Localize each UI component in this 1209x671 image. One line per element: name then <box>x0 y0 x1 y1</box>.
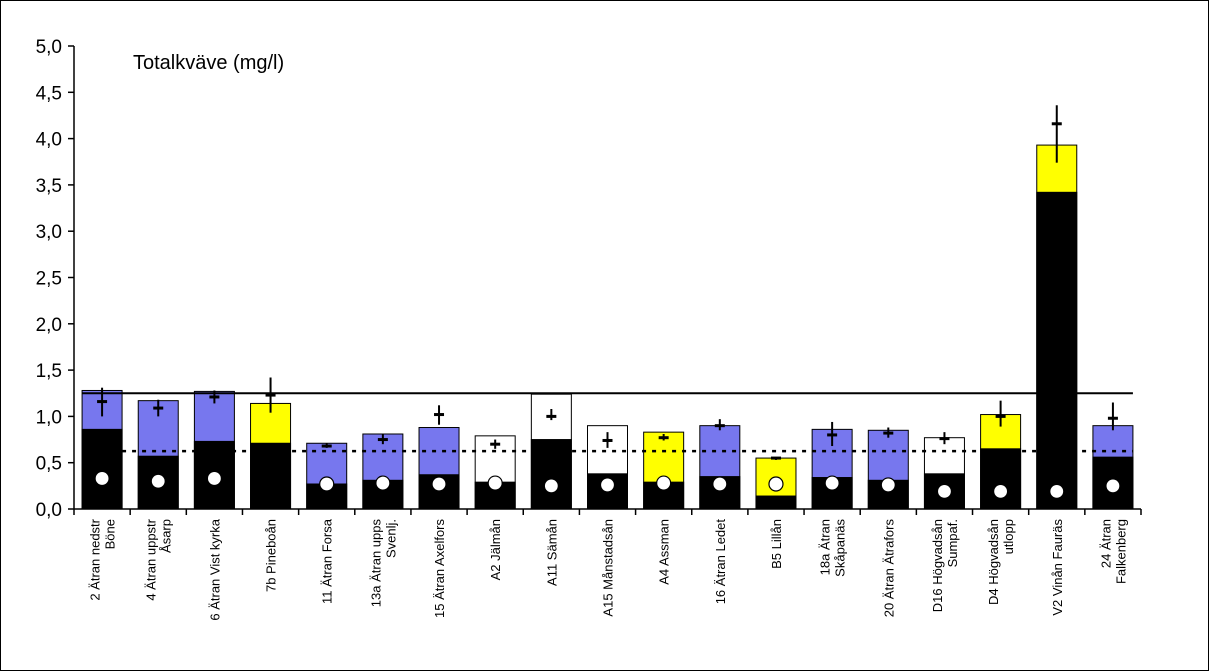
x-category-label-line: D4 Högvadsån <box>986 519 1001 605</box>
x-category-label-line: A11 Sämån <box>544 519 559 586</box>
x-category-label: 2 Ätran nedstrBöne <box>88 518 118 600</box>
marker-point <box>936 483 953 500</box>
bar-base <box>81 428 123 510</box>
x-category-label: 18a ÄtranSkåpanäs <box>818 519 848 577</box>
x-category-label-line: 7b Pineboån <box>264 519 279 592</box>
x-category-label-line: B5 Lillån <box>769 519 784 569</box>
x-category-label-line: 18a Ätran <box>818 519 833 575</box>
x-category-label-line: 15 Ätran Axelfors <box>432 519 447 618</box>
y-tick-label: 4,0 <box>36 130 62 151</box>
x-category-label: 7b Pineboån <box>264 519 279 592</box>
marker-point <box>375 475 391 491</box>
marker-point <box>543 478 559 494</box>
x-category-label-line: D16 Högvadsån <box>930 519 945 612</box>
x-category-label: A11 Sämån <box>544 519 559 586</box>
x-category-label: A15 Månstadsån <box>601 519 616 617</box>
marker-point <box>1049 483 1065 500</box>
x-category-label-line: A2 Jälmån <box>488 519 503 580</box>
marker-point <box>431 476 447 492</box>
x-category-label-line: Falkenberg <box>1113 519 1128 584</box>
y-tick-label: 3,0 <box>36 222 62 243</box>
x-category-label-line: 2 Ätran nedstr <box>88 518 103 600</box>
y-tick-label: 4,5 <box>36 83 62 104</box>
bar-base <box>980 448 1022 510</box>
x-category-label-line: A4 Assman <box>657 519 672 585</box>
marker-point <box>824 475 840 491</box>
x-category-label: V2 Vinån Fauräs <box>1050 519 1065 616</box>
x-category-label-line: 11 Ätran Forsa <box>320 518 335 604</box>
y-tick-label: 2,5 <box>36 269 62 290</box>
y-tick-label: 1,0 <box>36 407 62 428</box>
x-category-label: 20 Ätran Ätrafors <box>881 519 896 618</box>
x-category-label-line: A15 Månstadsån <box>601 519 616 617</box>
bar-base <box>755 495 797 510</box>
x-category-label: D4 Högvadsånutlopp <box>986 519 1016 605</box>
marker-point <box>712 476 728 492</box>
x-category-label: 4 Ätran uppstrÅsarp <box>144 518 174 600</box>
x-category-label-line: 20 Ätran Ätrafors <box>881 519 896 618</box>
x-category-label-line: Sumpaf. <box>945 519 960 567</box>
bar-base <box>250 442 292 510</box>
x-category-label: 6 Ätran Vist kyrka <box>207 518 222 620</box>
x-category-label: D16 HögvadsånSumpaf. <box>930 519 960 612</box>
x-category-label-line: Böne <box>103 519 118 549</box>
y-tick-label: 5,0 <box>36 37 62 58</box>
x-category-label: B5 Lillån <box>769 519 784 569</box>
marker-point <box>487 475 503 491</box>
x-category-label: 11 Ätran Forsa <box>320 518 335 604</box>
y-tick-label: 2,0 <box>36 315 62 336</box>
marker-point <box>319 476 335 492</box>
x-category-label: 24 ÄtranFalkenberg <box>1098 519 1128 584</box>
x-category-label: A2 Jälmån <box>488 519 503 580</box>
x-category-label: A4 Assman <box>657 519 672 585</box>
marker-point <box>150 473 166 489</box>
x-category-label-line: Åsarp <box>159 519 174 553</box>
marker-point <box>993 483 1009 500</box>
y-tick-label: 0,0 <box>36 500 62 521</box>
marker-point <box>880 477 896 493</box>
x-category-label: 16 Ätran Ledet <box>713 519 728 605</box>
x-category-label: 15 Ätran Axelfors <box>432 519 447 618</box>
bar-base <box>1036 191 1078 510</box>
x-category-label-line: 4 Ätran uppstr <box>144 518 159 600</box>
marker-point <box>599 477 616 493</box>
y-tick-label: 3,5 <box>36 176 62 197</box>
marker-point <box>94 470 110 487</box>
x-category-label-line: Svenlj. <box>383 519 398 558</box>
x-category-label-line: utlopp <box>1001 519 1016 554</box>
y-tick-label: 0,5 <box>36 454 62 475</box>
x-category-label-line: 24 Ätran <box>1098 519 1113 568</box>
x-category-label-line: 13a Ätran upps <box>368 519 383 608</box>
x-category-label: 13a Ätran uppsSvenlj. <box>368 519 398 608</box>
x-category-label-line: Skåpanäs <box>833 519 848 577</box>
marker-point <box>656 475 672 491</box>
marker-point <box>768 476 784 492</box>
x-category-label-line: 16 Ätran Ledet <box>713 519 728 605</box>
marker-point <box>1105 478 1121 494</box>
chart-title: Totalkväve (mg/l) <box>133 52 284 74</box>
y-tick-label: 1,5 <box>36 361 62 382</box>
x-category-label-line: 6 Ätran Vist kyrka <box>207 518 222 620</box>
x-category-label-line: V2 Vinån Fauräs <box>1050 519 1065 616</box>
marker-point <box>206 470 222 487</box>
